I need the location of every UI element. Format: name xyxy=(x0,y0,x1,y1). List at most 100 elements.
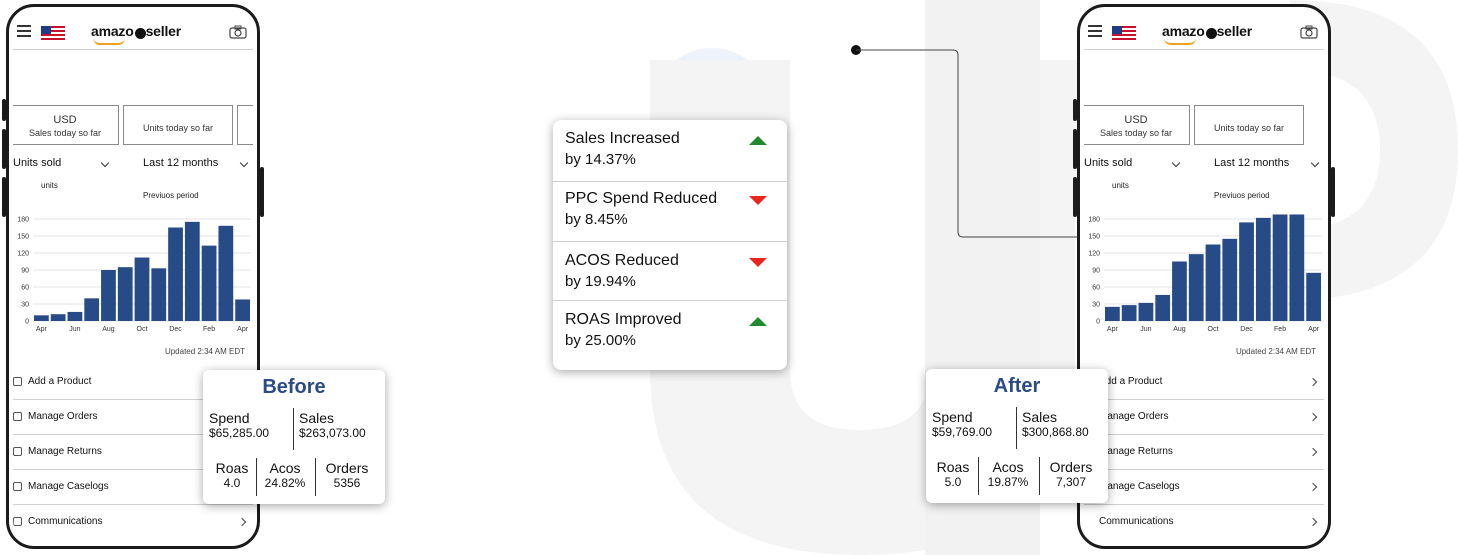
menu-icon[interactable] xyxy=(1088,25,1102,40)
returns-icon xyxy=(13,447,22,456)
chart-bar xyxy=(1306,272,1321,321)
acos-stat: Acos 19.87% xyxy=(980,459,1036,489)
logo-text-left: amazo xyxy=(91,23,134,39)
menu-label: Add a Product xyxy=(1099,376,1163,387)
units-tile[interactable]: Units today so far xyxy=(1194,105,1304,145)
before-stats-card: Before Spend $65,285.00 Sales $263,073.0… xyxy=(203,370,385,504)
chart-bar xyxy=(184,221,200,321)
y-tick-label: 90 xyxy=(21,268,29,275)
menu-label: Manage Orders xyxy=(28,411,98,422)
x-tick-label: Oct xyxy=(137,326,148,333)
communications-icon xyxy=(13,517,22,526)
chart-bar xyxy=(117,267,133,321)
stat-value: $59,769.00 xyxy=(932,425,993,439)
y-tick-label: 120 xyxy=(17,251,29,258)
period-dropdown[interactable]: Last 12 months xyxy=(1214,157,1320,169)
menu-item[interactable]: Manage Orders xyxy=(13,400,253,435)
tile-label: Sales today so far xyxy=(28,128,102,138)
menu-item[interactable]: Manage Caselogs xyxy=(13,470,253,505)
y-tick-label: 60 xyxy=(21,285,29,292)
stat-label: Roas xyxy=(936,459,970,475)
x-tick-label: Jun xyxy=(69,326,80,333)
x-tick-label: Dec xyxy=(1240,326,1253,333)
divider xyxy=(978,457,979,495)
menu-item[interactable]: Add a Product xyxy=(13,365,253,400)
us-flag-icon[interactable] xyxy=(41,26,65,40)
chart-bar xyxy=(1272,214,1288,321)
phone-button xyxy=(1073,129,1077,169)
phone-button xyxy=(2,99,6,121)
metric-dropdown[interactable]: Units sold xyxy=(1084,157,1181,169)
menu-label: Add a Product xyxy=(28,376,92,387)
improvement-row: ACOS Reduced by 19.94% xyxy=(565,242,775,302)
divider xyxy=(553,300,787,301)
chart-bar xyxy=(1121,305,1137,321)
chart-bar xyxy=(218,225,234,321)
chart-bar xyxy=(1222,238,1238,321)
previous-period-label: Previuos period xyxy=(143,191,199,200)
sales-stat: Sales $263,073.00 xyxy=(299,410,366,440)
period-dropdown[interactable]: Last 12 months xyxy=(143,157,249,169)
menu-item[interactable]: Manage Returns xyxy=(1084,435,1324,470)
tile-label: Sales today so far xyxy=(1099,128,1173,138)
x-tick-label: Aug xyxy=(102,326,115,333)
chevron-down-icon xyxy=(101,158,110,168)
menu-label: Manage Returns xyxy=(28,446,102,457)
improvement-row: Sales Increased by 14.37% xyxy=(565,120,775,180)
us-flag-icon[interactable] xyxy=(1112,26,1136,40)
chart-bar xyxy=(1138,302,1154,321)
camera-icon[interactable] xyxy=(1300,25,1318,39)
dropdown-value: Units sold xyxy=(1084,157,1133,169)
chevron-down-icon xyxy=(1311,158,1320,168)
y-tick-label: 150 xyxy=(17,234,29,241)
previous-period-label: Previuos period xyxy=(1214,191,1270,200)
menu-item[interactable]: Manage Returns xyxy=(13,435,253,470)
phone-button xyxy=(1073,99,1077,121)
phone-button xyxy=(1331,167,1335,217)
menu-item[interactable]: Manage Orders xyxy=(1084,400,1324,435)
x-tick-label: Apr xyxy=(36,326,48,333)
units-tile[interactable]: Units today so far xyxy=(123,105,233,145)
chevron-down-icon xyxy=(1172,158,1181,168)
extra-tile[interactable] xyxy=(237,105,253,145)
metric-dropdown[interactable]: Units sold xyxy=(13,157,110,169)
divider xyxy=(315,458,316,496)
stat-label: Sales xyxy=(1022,409,1058,425)
menu-icon[interactable] xyxy=(17,25,31,40)
menu-item[interactable]: Communications xyxy=(1084,505,1324,539)
menu-item[interactable]: Add a Product xyxy=(1084,365,1324,400)
acos-stat: Acos 24.82% xyxy=(259,460,311,490)
stat-value: $300,868.80 xyxy=(1022,425,1089,439)
amazon-seller-logo: amazo seller xyxy=(1162,23,1252,45)
front-camera xyxy=(1206,28,1217,39)
chart-bar xyxy=(235,299,250,321)
stat-label: Sales xyxy=(299,410,335,426)
chevron-right-icon xyxy=(1308,377,1318,387)
chart-bar xyxy=(1239,222,1254,321)
phone-screen: amazo seller USD Sales today so far Units… xyxy=(13,11,253,542)
chevron-down-icon xyxy=(240,158,249,168)
dropdown-value: Last 12 months xyxy=(1214,157,1290,169)
tile-label: Units today so far xyxy=(1213,123,1285,133)
sales-tile[interactable]: USD Sales today so far xyxy=(13,105,119,145)
card-title: Before xyxy=(262,376,326,398)
improvement-row: PPC Spend Reduced by 8.45% xyxy=(565,180,775,240)
menu-item[interactable]: Communications xyxy=(13,505,253,539)
stat-value: 4.0 xyxy=(223,476,241,490)
stat-value: 5.0 xyxy=(944,475,962,489)
stat-label: Acos xyxy=(992,459,1024,475)
chart-bar xyxy=(201,245,217,321)
divider xyxy=(256,458,257,496)
front-camera xyxy=(135,28,146,39)
y-tick-label: 0 xyxy=(1096,319,1100,326)
units-bar-chart: 0 30 60 90 120 150 180 Apr Jun Aug Oct Dec Feb Apr xyxy=(1088,214,1322,333)
stat-value: 7,307 xyxy=(1055,475,1087,489)
arrow-down-icon xyxy=(749,196,767,205)
camera-icon[interactable] xyxy=(229,25,247,39)
menu-item[interactable]: Manage Caselogs xyxy=(1084,470,1324,505)
x-tick-label: Feb xyxy=(203,326,215,333)
orders-stat: Orders 5356 xyxy=(317,460,377,490)
phone-button xyxy=(2,129,6,169)
sales-tile[interactable]: USD Sales today so far xyxy=(1084,105,1190,145)
chart-bar xyxy=(134,257,150,321)
